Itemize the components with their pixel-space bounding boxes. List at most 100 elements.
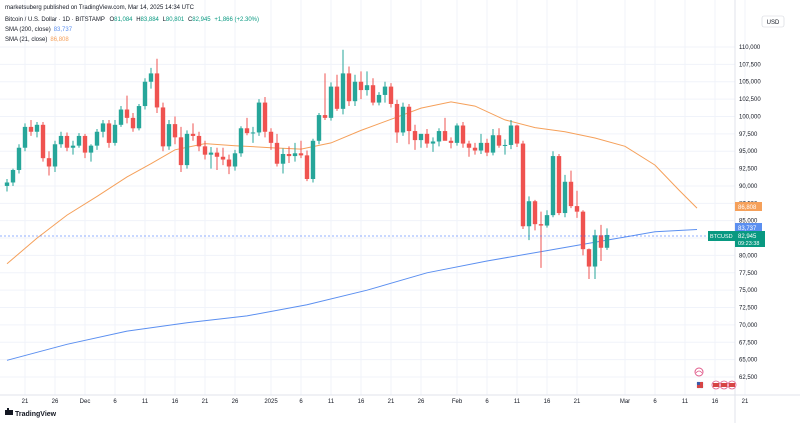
candle bbox=[76, 133, 82, 148]
candle-body bbox=[52, 144, 58, 167]
candle-body bbox=[496, 135, 502, 146]
candle bbox=[316, 113, 322, 145]
candle-body bbox=[406, 106, 412, 132]
us-flag-group-icon[interactable] bbox=[711, 380, 737, 390]
tradingview-logo[interactable]: TradingView bbox=[5, 408, 57, 418]
candle-body bbox=[598, 235, 604, 248]
candle bbox=[574, 190, 580, 218]
currency-button[interactable] bbox=[761, 15, 785, 28]
candle-body bbox=[130, 117, 136, 129]
candle-body bbox=[160, 107, 166, 147]
candle bbox=[418, 133, 424, 148]
candle bbox=[370, 78, 376, 106]
candle bbox=[334, 74, 340, 111]
sma21-line bbox=[6, 101, 698, 265]
candle bbox=[178, 126, 184, 173]
candle-body bbox=[526, 201, 532, 227]
candle bbox=[136, 103, 142, 131]
candle-body bbox=[244, 128, 250, 134]
candle-body bbox=[226, 159, 232, 167]
y-tick-label: 95,000 bbox=[739, 149, 758, 155]
x-tick-label: Feb bbox=[452, 399, 463, 405]
candle bbox=[94, 128, 100, 150]
candle-body bbox=[376, 94, 382, 103]
candle-body bbox=[214, 152, 220, 157]
y-tick-label: 77,500 bbox=[739, 271, 758, 277]
candle-body bbox=[358, 81, 364, 91]
candle bbox=[508, 119, 514, 150]
candle bbox=[586, 248, 592, 280]
candle-body bbox=[256, 102, 262, 133]
candle-body bbox=[76, 135, 82, 146]
x-axis[interactable]: 21 26 Dec 6 11 16 21 26 2025 6 11 16 21 26 Feb 6 11 16 21 M… bbox=[22, 399, 749, 405]
candle-body bbox=[472, 147, 478, 151]
candle bbox=[22, 123, 28, 152]
candle-body bbox=[16, 147, 22, 170]
x-tick-label: 11 bbox=[142, 399, 149, 405]
candle-body bbox=[40, 124, 46, 159]
candle-body bbox=[412, 131, 418, 141]
candle-body bbox=[556, 156, 562, 214]
x-tick-label: 6 bbox=[113, 399, 117, 405]
candle-body bbox=[568, 181, 574, 207]
x-tick-label: Dec bbox=[80, 399, 91, 405]
currency-label: USD bbox=[767, 20, 780, 26]
candle bbox=[4, 179, 10, 192]
y-tick-label: 110,000 bbox=[739, 45, 761, 51]
candle-body bbox=[532, 201, 538, 225]
candle-body bbox=[484, 142, 490, 153]
x-tick-label: 16 bbox=[544, 399, 551, 405]
candle-body bbox=[394, 103, 400, 133]
candle-body bbox=[316, 115, 322, 141]
x-tick-label: 6 bbox=[653, 399, 657, 405]
candle bbox=[292, 142, 298, 162]
candle bbox=[118, 106, 124, 127]
x-tick-label: 16 bbox=[358, 399, 365, 405]
sma21-legend[interactable]: SMA (21, close) 86,808 bbox=[5, 37, 69, 43]
x-tick-label: 26 bbox=[52, 399, 59, 405]
us-flag-icon[interactable] bbox=[695, 380, 705, 390]
candle-body bbox=[448, 140, 454, 143]
candle bbox=[466, 140, 472, 157]
candle-body bbox=[136, 106, 142, 129]
candle bbox=[250, 126, 256, 143]
candle bbox=[340, 49, 346, 115]
candle-body bbox=[172, 124, 178, 138]
economic-events-icon[interactable] bbox=[694, 367, 704, 377]
btc-symbol-tag: BTCUSD bbox=[708, 231, 735, 241]
candle bbox=[220, 147, 226, 166]
candle bbox=[64, 132, 70, 152]
y-axis[interactable]: 62,500 65,000 67,500 70,000 72,500 75,000 77,5… bbox=[739, 45, 761, 381]
candle bbox=[550, 151, 556, 218]
candle-body bbox=[364, 85, 370, 91]
candle-body bbox=[154, 73, 160, 108]
candle bbox=[454, 123, 460, 146]
candle bbox=[412, 124, 418, 150]
svg-text:82,945: 82,945 bbox=[738, 234, 757, 240]
candle bbox=[100, 119, 106, 138]
sma200-legend[interactable]: SMA (200, close) 83,737 bbox=[5, 27, 73, 33]
candle bbox=[556, 153, 562, 216]
candle bbox=[394, 99, 400, 143]
candle-body bbox=[430, 141, 436, 144]
candle bbox=[148, 67, 154, 89]
candle-body bbox=[334, 86, 340, 109]
x-tick-label: 2025 bbox=[264, 399, 278, 405]
x-tick-label: 6 bbox=[299, 399, 303, 405]
candle bbox=[598, 224, 604, 261]
symbol-line[interactable]: Bitcoin / U.S. Dollar · 1D · BITSTAMP O8… bbox=[5, 17, 259, 23]
candle bbox=[160, 102, 166, 152]
candle bbox=[322, 73, 328, 120]
candle bbox=[382, 81, 388, 103]
x-tick-label: 21 bbox=[388, 399, 395, 405]
grid bbox=[0, 0, 746, 395]
candle-body bbox=[166, 124, 172, 147]
candle-body bbox=[124, 109, 130, 118]
y-tick-label: 80,000 bbox=[739, 253, 758, 259]
y-tick-label: 100,000 bbox=[739, 114, 761, 120]
candle bbox=[274, 133, 280, 167]
candle bbox=[520, 140, 526, 230]
candle-body bbox=[238, 128, 244, 154]
